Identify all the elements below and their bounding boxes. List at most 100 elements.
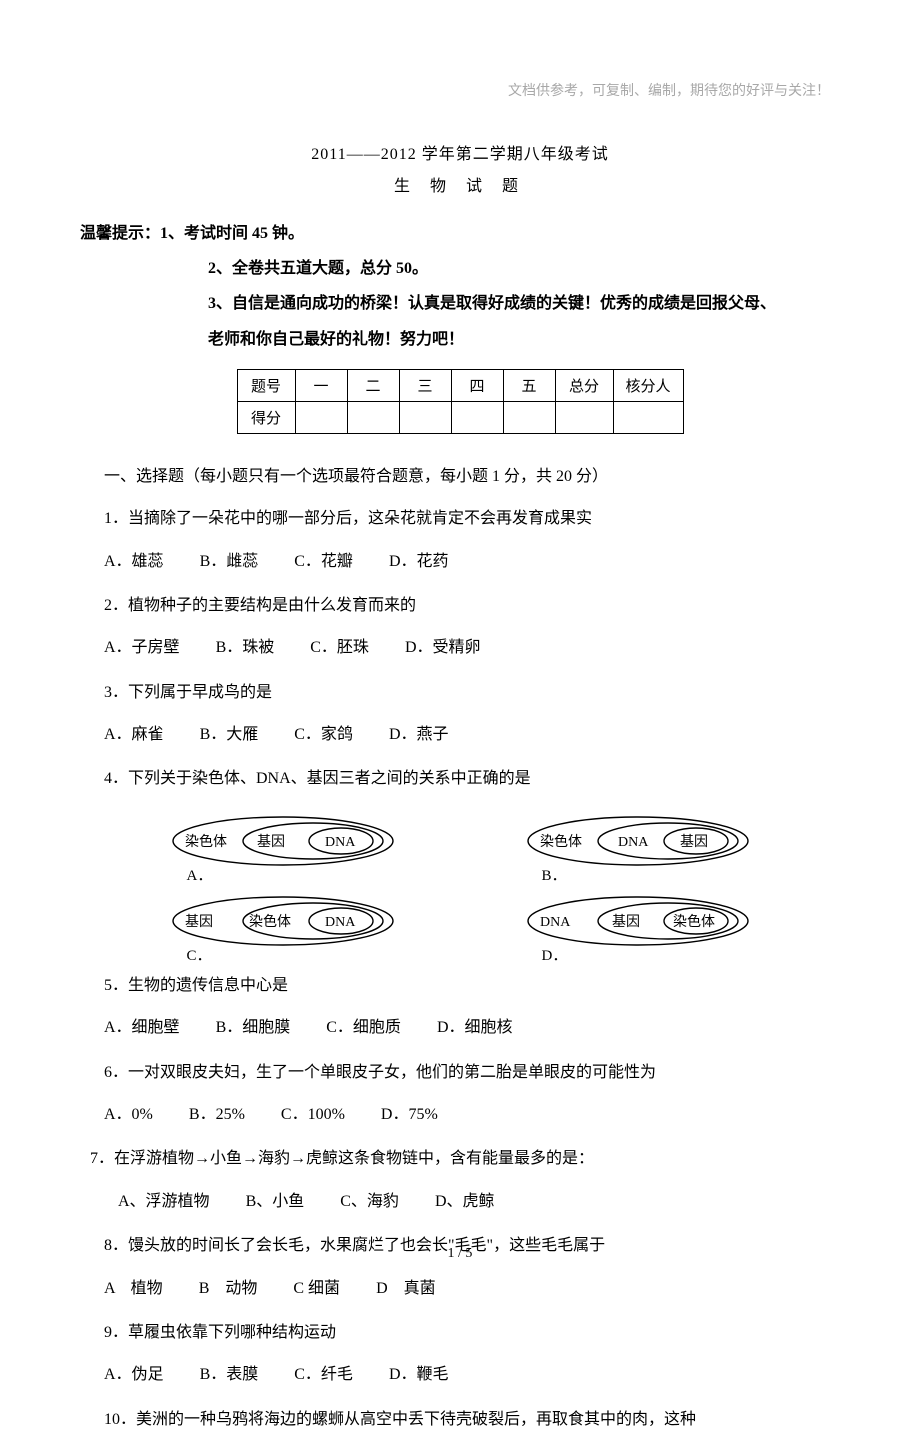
svg-text:染色体: 染色体 xyxy=(185,833,227,850)
venn-a-icon: 染色体 基因 DNA xyxy=(163,811,403,871)
q9-stem: 9．草履虫依靠下列哪种结构运动 xyxy=(80,1314,840,1352)
tips-block: 温馨提示：1、考试时间 45 钟。 2、全卷共五道大题，总分 50。 3、自信是… xyxy=(80,216,840,357)
q3-options: A．麻雀 B．大雁 C．家鸽 D．燕子 xyxy=(80,716,840,754)
svg-text:基因: 基因 xyxy=(612,913,640,930)
q3-d: D．燕子 xyxy=(389,716,449,754)
q5-a: A．细胞壁 xyxy=(104,1009,180,1047)
q6-options: A．0% B．25% C．100% D．75% xyxy=(80,1096,840,1134)
svg-text:染色体: 染色体 xyxy=(249,913,291,930)
score-blank xyxy=(555,401,613,433)
svg-text:染色体: 染色体 xyxy=(673,913,715,930)
q7-stem: 7．在浮游植物→小鱼→海豹→虎鲸这条食物链中，含有能量最多的是： xyxy=(80,1140,840,1178)
cell-defen: 得分 xyxy=(237,401,295,433)
score-blank xyxy=(503,401,555,433)
q1-d: D．花药 xyxy=(389,543,449,581)
cell-checker: 核分人 xyxy=(613,369,683,401)
score-table: 题号 一 二 三 四 五 总分 核分人 得分 xyxy=(237,369,684,434)
q9-a: A．伪足 xyxy=(104,1356,164,1394)
cell-4: 四 xyxy=(451,369,503,401)
cell-2: 二 xyxy=(347,369,399,401)
venn-d-icon: DNA 基因 染色体 xyxy=(518,891,758,951)
q4-diagram-a: 染色体 基因 DNA A． xyxy=(163,811,403,883)
q10-stem: 10．美洲的一种乌鸦将海边的螺蛳从高空中丢下待壳破裂后，再取食其中的肉，这种 xyxy=(80,1401,840,1439)
score-blank xyxy=(347,401,399,433)
svg-text:DNA: DNA xyxy=(325,835,356,850)
svg-text:DNA: DNA xyxy=(325,915,356,930)
tip-4: 老师和你自己最好的礼物！努力吧！ xyxy=(80,322,840,357)
score-blank xyxy=(451,401,503,433)
q8-c: C 细菌 xyxy=(293,1270,340,1308)
q3-a: A．麻雀 xyxy=(104,716,164,754)
q2-stem: 2．植物种子的主要结构是由什么发育而来的 xyxy=(80,587,840,625)
score-blank xyxy=(399,401,451,433)
q1-a: A．雄蕊 xyxy=(104,543,164,581)
exam-title: 2011——2012 学年第二学期八年级考试 xyxy=(80,140,840,164)
label-d: D． xyxy=(542,944,568,965)
page-footer: 1 / 5 xyxy=(0,1246,920,1262)
label-b: B． xyxy=(542,864,567,885)
venn-c-icon: 基因 染色体 DNA xyxy=(163,891,403,951)
q9-options: A．伪足 B．表膜 C．纤毛 D．鞭毛 xyxy=(80,1356,840,1394)
q6-b: B．25% xyxy=(189,1096,245,1134)
tip-2: 2、全卷共五道大题，总分 50。 xyxy=(80,251,840,286)
score-blank xyxy=(613,401,683,433)
svg-text:基因: 基因 xyxy=(185,913,213,930)
q4-diagrams: 染色体 基因 DNA A． 染色体 DNA 基因 B． 基因 染色体 DNA C… xyxy=(80,803,840,967)
q2-b: B．珠被 xyxy=(216,629,275,667)
svg-text:染色体: 染色体 xyxy=(540,833,582,850)
q2-options: A．子房壁 B．珠被 C．胚珠 D．受精卵 xyxy=(80,629,840,667)
cell-5: 五 xyxy=(503,369,555,401)
q5-c: C．细胞质 xyxy=(326,1009,401,1047)
q2-d: D．受精卵 xyxy=(405,629,481,667)
score-blank xyxy=(295,401,347,433)
q8-a: A 植物 xyxy=(104,1270,163,1308)
q8-options: A 植物 B 动物 C 细菌 D 真菌 xyxy=(80,1270,840,1308)
q3-b: B．大雁 xyxy=(200,716,259,754)
q3-c: C．家鸽 xyxy=(294,716,353,754)
label-c: C． xyxy=(187,944,212,965)
q6-stem: 6．一对双眼皮夫妇，生了一个单眼皮子女，他们的第二胎是单眼皮的可能性为 xyxy=(80,1054,840,1092)
svg-text:DNA: DNA xyxy=(540,915,571,930)
score-header-row: 题号 一 二 三 四 五 总分 核分人 xyxy=(237,369,683,401)
cell-1: 一 xyxy=(295,369,347,401)
q5-b: B．细胞膜 xyxy=(216,1009,291,1047)
svg-text:基因: 基因 xyxy=(257,833,285,850)
q2-a: A．子房壁 xyxy=(104,629,180,667)
q5-stem: 5．生物的遗传信息中心是 xyxy=(80,967,840,1005)
tip-3: 3、自信是通向成功的桥梁！认真是取得好成绩的关键！优秀的成绩是回报父母、 xyxy=(80,286,840,321)
svg-text:DNA: DNA xyxy=(618,835,649,850)
q9-d: D．鞭毛 xyxy=(389,1356,449,1394)
q7-d: D、虎鲸 xyxy=(435,1183,495,1221)
cell-tihao: 题号 xyxy=(237,369,295,401)
q8-d: D 真菌 xyxy=(376,1270,436,1308)
cell-total: 总分 xyxy=(555,369,613,401)
q1-c: C．花瓣 xyxy=(294,543,353,581)
q3-stem: 3．下列属于早成鸟的是 xyxy=(80,674,840,712)
q6-d: D．75% xyxy=(381,1096,438,1134)
score-value-row: 得分 xyxy=(237,401,683,433)
q6-c: C．100% xyxy=(281,1096,345,1134)
venn-b-icon: 染色体 DNA 基因 xyxy=(518,811,758,871)
q7-a: A、浮游植物 xyxy=(118,1183,210,1221)
q4-diagram-b: 染色体 DNA 基因 B． xyxy=(518,811,758,883)
header-note: 文档供参考，可复制、编制，期待您的好评与关注！ xyxy=(80,80,840,100)
section-1-header: 一、选择题（每小题只有一个选项最符合题意，每小题 1 分，共 20 分） xyxy=(80,458,840,496)
q1-stem: 1．当摘除了一朵花中的哪一部分后，这朵花就肯定不会再发育成果实 xyxy=(80,500,840,538)
q7-options: A、浮游植物 B、小鱼 C、海豹 D、虎鲸 xyxy=(80,1183,840,1221)
svg-text:基因: 基因 xyxy=(680,833,708,850)
q8-b: B 动物 xyxy=(199,1270,258,1308)
tip-1: 温馨提示：1、考试时间 45 钟。 xyxy=(80,216,840,251)
q9-c: C．纤毛 xyxy=(294,1356,353,1394)
q4-stem: 4．下列关于染色体、DNA、基因三者之间的关系中正确的是 xyxy=(80,760,840,798)
q9-b: B．表膜 xyxy=(200,1356,259,1394)
cell-3: 三 xyxy=(399,369,451,401)
label-a: A． xyxy=(187,864,213,885)
q2-c: C．胚珠 xyxy=(310,629,369,667)
q4-diagram-c: 基因 染色体 DNA C． xyxy=(163,891,403,963)
q1-b: B．雌蕊 xyxy=(200,543,259,581)
q6-a: A．0% xyxy=(104,1096,153,1134)
q5-d: D．细胞核 xyxy=(437,1009,513,1047)
q7-c: C、海豹 xyxy=(340,1183,399,1221)
q4-diagram-d: DNA 基因 染色体 D． xyxy=(518,891,758,963)
q1-options: A．雄蕊 B．雌蕊 C．花瓣 D．花药 xyxy=(80,543,840,581)
